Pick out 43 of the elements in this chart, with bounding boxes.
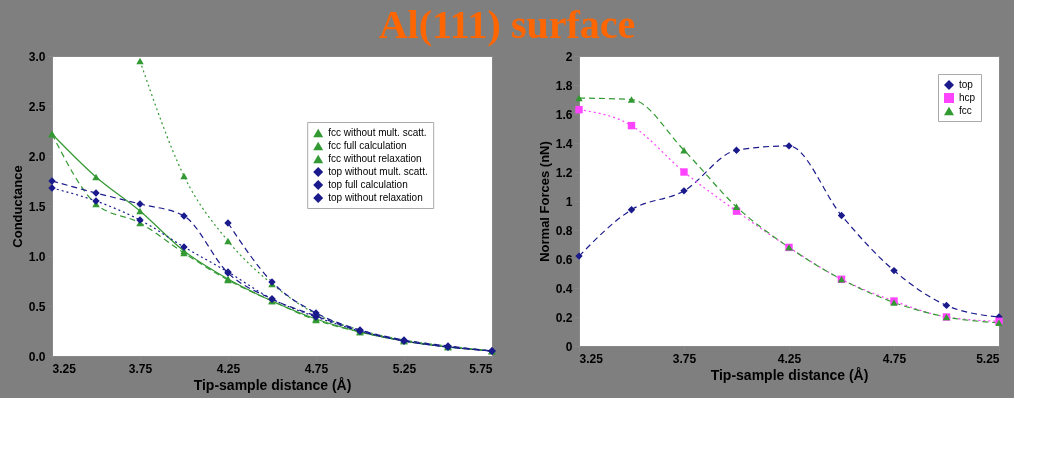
x-tick-label: 4.75 [304, 361, 329, 376]
y-tick-label: 0.8 [555, 223, 573, 238]
y-tick-label: 1 [565, 194, 573, 209]
y-tick-label: 3.0 [28, 49, 46, 64]
y-axis-title: Normal Forces (nN) [536, 141, 552, 262]
y-tick-label: 1.2 [555, 165, 573, 180]
y-tick-label: 0.0 [28, 349, 46, 364]
x-tick-label: 4.25 [216, 361, 241, 376]
y-tick-label: 0.4 [555, 281, 573, 296]
y-tick-label: 0 [565, 339, 573, 354]
y-axis-title: Conductance [9, 165, 25, 248]
y-tick-label: 0.6 [555, 252, 573, 267]
y-tick-label: 2.5 [28, 99, 46, 114]
y-tick-label: 0.2 [555, 310, 573, 325]
legend-label: top without mult. scatt. [328, 166, 428, 177]
y-tick-label: 1.5 [28, 199, 46, 214]
legend-label: top without relaxation [328, 192, 423, 203]
x-tick-label: 3.25 [52, 361, 77, 376]
x-tick-label: 4.75 [882, 351, 907, 366]
x-tick-label: 3.25 [579, 351, 604, 366]
y-tick-label: 1.4 [555, 136, 573, 151]
legend-label: top [959, 79, 974, 90]
y-tick-label: 1.6 [555, 107, 573, 122]
chart-title: Al(111) surface [378, 1, 636, 47]
legend-label: top full calculation [328, 179, 408, 190]
legend-label: hcp [959, 92, 976, 103]
x-tick-label: 3.75 [128, 361, 153, 376]
x-tick-label: 3.75 [672, 351, 697, 366]
legend-label: fcc [959, 105, 972, 116]
legend-label: fcc without mult. scatt. [328, 127, 427, 138]
y-tick-label: 0.5 [28, 299, 46, 314]
x-tick-label: 4.25 [777, 351, 802, 366]
y-tick-label: 1.0 [28, 249, 46, 264]
x-tick-label: 5.75 [469, 361, 493, 376]
y-tick-label: 2.0 [28, 149, 46, 164]
x-tick-label: 5.25 [976, 351, 1000, 366]
legend-label: fcc without relaxation [328, 153, 422, 164]
x-tick-label: 5.25 [392, 361, 417, 376]
legend-label: fcc full calculation [328, 140, 407, 151]
x-axis-title: Tip-sample distance (Å) [193, 376, 352, 393]
x-axis-title: Tip-sample distance (Å) [710, 366, 869, 383]
y-tick-label: 2 [565, 49, 573, 64]
y-tick-label: 1.8 [555, 78, 573, 93]
